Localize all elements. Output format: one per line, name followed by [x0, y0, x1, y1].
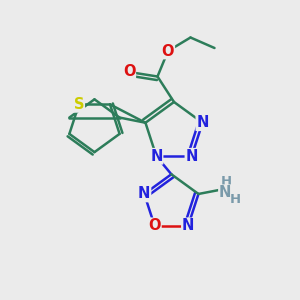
Text: N: N: [219, 185, 231, 200]
Text: N: N: [185, 149, 198, 164]
Text: N: N: [196, 115, 209, 130]
Text: N: N: [182, 218, 194, 233]
Text: N: N: [138, 187, 150, 202]
Text: O: O: [148, 218, 161, 233]
Text: O: O: [162, 44, 174, 59]
Text: H: H: [230, 194, 241, 206]
Text: S: S: [74, 97, 84, 112]
Text: N: N: [150, 149, 163, 164]
Text: H: H: [221, 176, 232, 188]
Text: O: O: [123, 64, 135, 80]
